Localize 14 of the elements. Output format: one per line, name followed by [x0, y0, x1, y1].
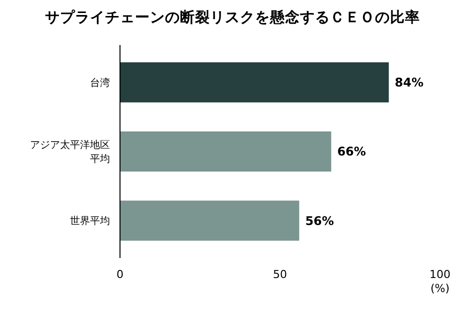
x-tick-label: 100 — [430, 268, 450, 281]
y-tick-label: アジア太平洋地区平均 — [30, 139, 110, 165]
data-label: 56% — [305, 214, 334, 228]
y-tick-label: 台湾 — [90, 76, 110, 89]
bar — [120, 131, 332, 172]
x-tick-label: 50 — [273, 268, 287, 281]
bar — [120, 62, 389, 102]
chart-title: サプライチェーンの断裂リスクを懸念するＣＥＯの比率 — [45, 8, 420, 26]
y-tick-label: 世界平均 — [70, 215, 110, 228]
data-label: 66% — [337, 144, 366, 159]
data-label: 84% — [394, 76, 424, 90]
x-tick-label: 0 — [116, 268, 124, 281]
x-axis-title: (%) — [430, 282, 450, 295]
bar — [120, 200, 300, 241]
